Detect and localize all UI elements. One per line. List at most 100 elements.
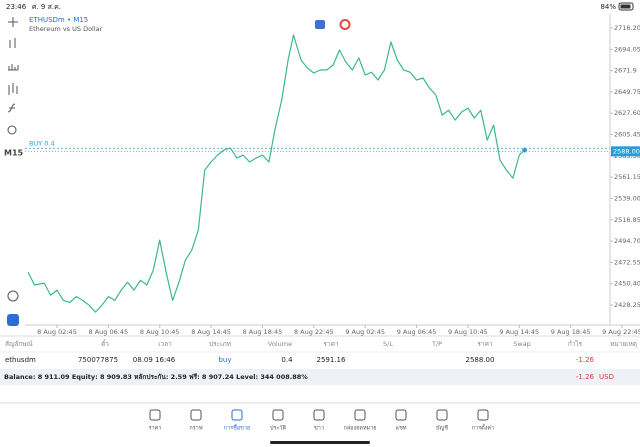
nav-icon — [149, 409, 161, 421]
x-tick-label: 9 Aug 22:45 — [602, 328, 640, 336]
nav-item[interactable]: แชท — [395, 409, 407, 432]
cell-type: buy — [218, 356, 231, 364]
y-tick-label: 2627.60 — [614, 109, 640, 117]
trade-button[interactable] — [315, 20, 325, 29]
nav-item[interactable]: กล่องจดหมาย — [343, 409, 377, 432]
nav-label: แชท — [396, 425, 407, 432]
nav-icon — [313, 409, 325, 421]
header-cell: S/L — [383, 340, 393, 348]
nav-icon — [477, 409, 489, 421]
nav-icon — [231, 409, 243, 421]
symbol-title[interactable]: ETHUSDm • M15 — [29, 16, 88, 24]
nav-label: บัญชี — [436, 425, 448, 432]
x-tick-label: 9 Aug 06:45 — [397, 328, 437, 336]
nav-item[interactable]: การซื้อขาย — [224, 409, 250, 432]
y-tick-label: 2494.70 — [614, 237, 640, 245]
header-cell: ราคา — [477, 340, 492, 348]
nav-item[interactable]: บัญชี — [436, 409, 448, 432]
y-tick-label: 2472.55 — [614, 258, 640, 266]
nav-label: การซื้อขาย — [224, 424, 250, 432]
header-cell: ประเภท — [209, 340, 231, 348]
position-row[interactable]: ethusdm 750077875 08.09 16:46 buy 0.4 25… — [5, 356, 595, 364]
nav-label: ประวัติ — [270, 425, 286, 432]
header-cell: ตั๋ว — [101, 339, 109, 348]
x-tick-label: 8 Aug 06:45 — [89, 328, 129, 336]
nav-item[interactable]: ราคา — [149, 409, 162, 432]
function-tool[interactable] — [7, 103, 16, 113]
app-icon[interactable] — [7, 314, 19, 326]
y-tick-label: 2671.9 — [614, 67, 637, 75]
x-tick-label: 8 Aug 22:45 — [294, 328, 334, 336]
cell-time: 08.09 16:46 — [133, 356, 176, 364]
crosshair-tool[interactable] — [8, 17, 18, 27]
nav-label: ข่าว — [314, 426, 324, 432]
x-tick-label: 9 Aug 18:45 — [551, 328, 591, 336]
cell-open-price: 2591.16 — [317, 356, 346, 364]
cell-volume: 0.4 — [281, 356, 293, 364]
candles-tool[interactable] — [9, 38, 16, 48]
header-cell: เวลา — [158, 340, 172, 348]
x-tick-label: 8 Aug 18:45 — [243, 328, 283, 336]
nav-icon — [272, 409, 284, 421]
y-tick-label: 2694.05 — [614, 45, 640, 53]
summary-profit: -1.26 — [576, 373, 595, 381]
header-cell: กำไร — [568, 340, 583, 348]
bars-tool[interactable] — [8, 64, 19, 71]
plot: 2716.20 2694.05 2671.9 2649.75 2627.60 2605.4… — [25, 24, 640, 336]
timeframe[interactable]: M15 — [4, 149, 24, 158]
nav-label: ราคา — [149, 426, 162, 432]
y-tick-label: 2539.00 — [614, 194, 640, 202]
nav-icon — [354, 409, 366, 421]
positions-table: สัญลักษณ์ ตั๋ว เวลา ประเภท Volume ราคา S… — [0, 335, 640, 385]
header-cell: Swap — [513, 340, 531, 348]
x-tick-label: 9 Aug 10:45 — [448, 328, 488, 336]
summary-currency: USD — [599, 373, 614, 381]
x-tick-label: 8 Aug 10:45 — [140, 328, 180, 336]
indicator-button[interactable] — [339, 19, 351, 30]
last-price-marker — [521, 147, 528, 153]
nav-item[interactable]: การตั้งค่า — [472, 409, 494, 432]
nav-item[interactable]: กราฟ — [189, 409, 203, 432]
nav-icon — [436, 409, 448, 421]
y-tick-label: 2450.40 — [614, 280, 640, 288]
nav-item[interactable]: ข่าว — [313, 409, 325, 432]
nav-item[interactable]: ประวัติ — [270, 409, 286, 432]
status-date: ศ. 9 ส.ค. — [32, 3, 61, 11]
cell-ticket: 750077875 — [78, 356, 118, 364]
cell-profit: -1.26 — [576, 356, 595, 364]
battery-icon — [618, 2, 634, 11]
nav-icon — [190, 409, 202, 421]
y-tick-label: 2428.25 — [614, 301, 640, 309]
header-cell: T/P — [431, 340, 442, 348]
order-line-label: BUY 0.4 — [29, 139, 55, 147]
status-time: 23:46 — [6, 3, 27, 11]
zoom-tool[interactable] — [7, 290, 19, 302]
y-tick-label: 2516.85 — [614, 216, 640, 224]
y-tick-label: 2561.15 — [614, 173, 640, 181]
home-indicator — [270, 441, 370, 444]
status-battery: 84% — [600, 3, 616, 11]
battery-level — [620, 4, 631, 9]
indicators-tool[interactable] — [8, 83, 18, 95]
nav-label: กราฟ — [189, 425, 202, 432]
price-label-box — [611, 146, 640, 157]
header-cell: สัญลักษณ์ — [5, 340, 33, 348]
nav-label: กล่องจดหมาย — [343, 426, 376, 432]
nav-label: การตั้งค่า — [472, 424, 494, 432]
y-tick-label: 2716.20 — [614, 24, 640, 32]
x-tick-label: 9 Aug 02:45 — [345, 328, 385, 336]
cell-symbol: ethusdm — [5, 356, 36, 364]
price-line-series — [27, 34, 526, 313]
y-tick-label: 2649.75 — [614, 88, 640, 96]
symbol-description: Ethereum vs US Dollar — [29, 25, 103, 33]
y-tick-label: 2605.45 — [614, 131, 640, 139]
header-cell: หมายเหตุ — [610, 340, 637, 348]
toolbar — [7, 17, 19, 302]
objects-tool[interactable] — [7, 125, 17, 135]
x-tick-label: 9 Aug 14:45 — [499, 328, 539, 336]
cell-price: 2588.00 — [466, 356, 495, 364]
nav-bar: ราคา กราฟ การซื้อขาย ประวัติ ข่าว กล่องจดหมาย… — [149, 409, 494, 432]
price-label: 2588.00 — [613, 147, 640, 155]
header-cell: ราคา — [323, 340, 338, 348]
